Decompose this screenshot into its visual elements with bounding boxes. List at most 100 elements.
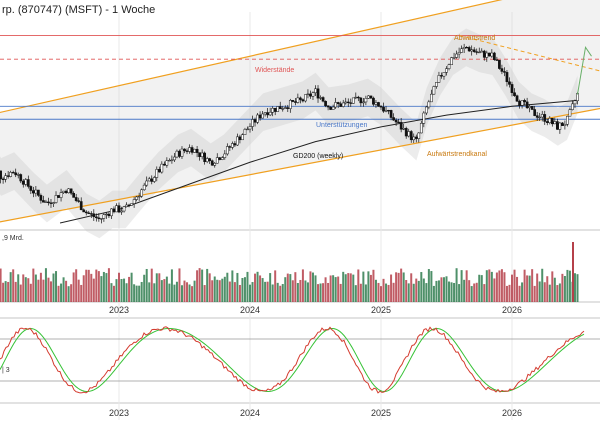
candle-body	[558, 122, 562, 130]
candle-body	[402, 128, 406, 130]
volume-bar	[155, 273, 158, 302]
candle-body	[112, 208, 116, 213]
volume-bar	[286, 273, 289, 302]
volume-bar	[183, 280, 186, 302]
gd200-line	[59, 99, 578, 224]
candle-body	[233, 143, 237, 146]
candle-body	[382, 106, 385, 112]
volume-bar	[354, 285, 357, 302]
candle-body	[178, 150, 181, 157]
candle-body	[94, 216, 98, 219]
volume-bar	[7, 281, 10, 302]
candle-body	[485, 52, 489, 58]
candle-body	[92, 213, 96, 218]
volume-bar	[115, 279, 118, 302]
volume-bar	[440, 277, 443, 302]
candle-body	[359, 97, 363, 104]
candle-body	[69, 188, 73, 194]
candle-body	[427, 101, 431, 108]
label-widerstaende: Widerstände	[255, 67, 294, 74]
volume-bar	[32, 268, 35, 302]
candle-body	[520, 100, 524, 106]
volume-bar	[488, 269, 491, 302]
volume-bar	[158, 273, 161, 302]
candle-body	[77, 200, 81, 202]
candle-body	[84, 211, 88, 214]
volume-bar	[568, 270, 571, 302]
volume-scale-label: ,9 Mrd.	[2, 235, 24, 242]
volume-bar	[364, 284, 367, 302]
candle-body	[440, 75, 443, 77]
candle-body	[460, 48, 463, 53]
stochastic-scale-label: | 3	[2, 367, 10, 374]
volume-bar	[448, 281, 451, 302]
candle-body	[573, 100, 577, 105]
candle-body	[470, 49, 474, 52]
volume-bar	[402, 272, 405, 302]
candle-body	[387, 110, 390, 112]
candle-body	[409, 131, 413, 141]
candle-body	[286, 107, 290, 109]
candle-body	[394, 119, 398, 123]
volume-bar	[480, 275, 483, 302]
stochastic-d-line	[0, 328, 585, 392]
volume-bar	[274, 270, 277, 302]
candle-body	[487, 52, 491, 57]
volume-bar	[513, 269, 516, 302]
candle-body	[545, 121, 549, 123]
candle-body	[372, 97, 375, 105]
volume-bar	[188, 284, 191, 302]
candle-body	[150, 178, 154, 182]
candle-body	[105, 213, 108, 216]
candle-body	[392, 117, 395, 121]
candle-body	[281, 108, 285, 110]
volume-bar	[175, 281, 178, 302]
candle-body	[553, 121, 557, 125]
volume-bar	[264, 281, 267, 302]
volume-bar	[128, 276, 131, 302]
volume-bar	[556, 285, 559, 302]
volume-bar	[249, 284, 251, 302]
candle-body	[67, 188, 70, 194]
candle-body	[173, 156, 176, 161]
candle-body	[346, 101, 350, 104]
volume-bar	[238, 284, 241, 302]
candle-body	[326, 105, 330, 108]
candle-body	[168, 159, 171, 162]
volume-bar	[208, 273, 211, 302]
candle-body	[374, 102, 378, 105]
candle-body	[57, 195, 60, 198]
volume-bar	[359, 283, 362, 302]
candle-body	[505, 72, 509, 83]
volume-bar	[478, 274, 481, 302]
volume-bar	[415, 278, 418, 302]
candle-body	[31, 190, 35, 194]
volume-bar	[319, 283, 322, 302]
candle-body	[490, 52, 494, 57]
candle-body	[447, 64, 451, 69]
candle-body	[548, 118, 552, 123]
volume-bar	[251, 282, 254, 302]
volume-bar	[284, 277, 287, 302]
volume-bar	[521, 282, 524, 302]
candle-body	[314, 88, 317, 94]
volume-bar	[342, 271, 345, 302]
candle-body	[107, 213, 111, 217]
volume-bar	[445, 276, 448, 302]
candle-body	[538, 116, 542, 119]
candle-body	[115, 205, 118, 213]
volume-bar	[334, 277, 337, 302]
volume-bar	[407, 283, 410, 302]
volume-bar	[453, 282, 456, 302]
candle-body	[465, 46, 469, 49]
volume-bar	[77, 279, 80, 302]
candle-body	[452, 57, 456, 59]
trend-channel-upper	[0, 0, 503, 114]
projection-line	[577, 46, 592, 95]
volume-bar	[198, 268, 201, 302]
candle-body	[87, 212, 91, 214]
volume-bar	[553, 277, 556, 302]
volume-bar	[460, 270, 463, 302]
candle-body	[508, 81, 511, 85]
volume-bar	[367, 271, 370, 302]
